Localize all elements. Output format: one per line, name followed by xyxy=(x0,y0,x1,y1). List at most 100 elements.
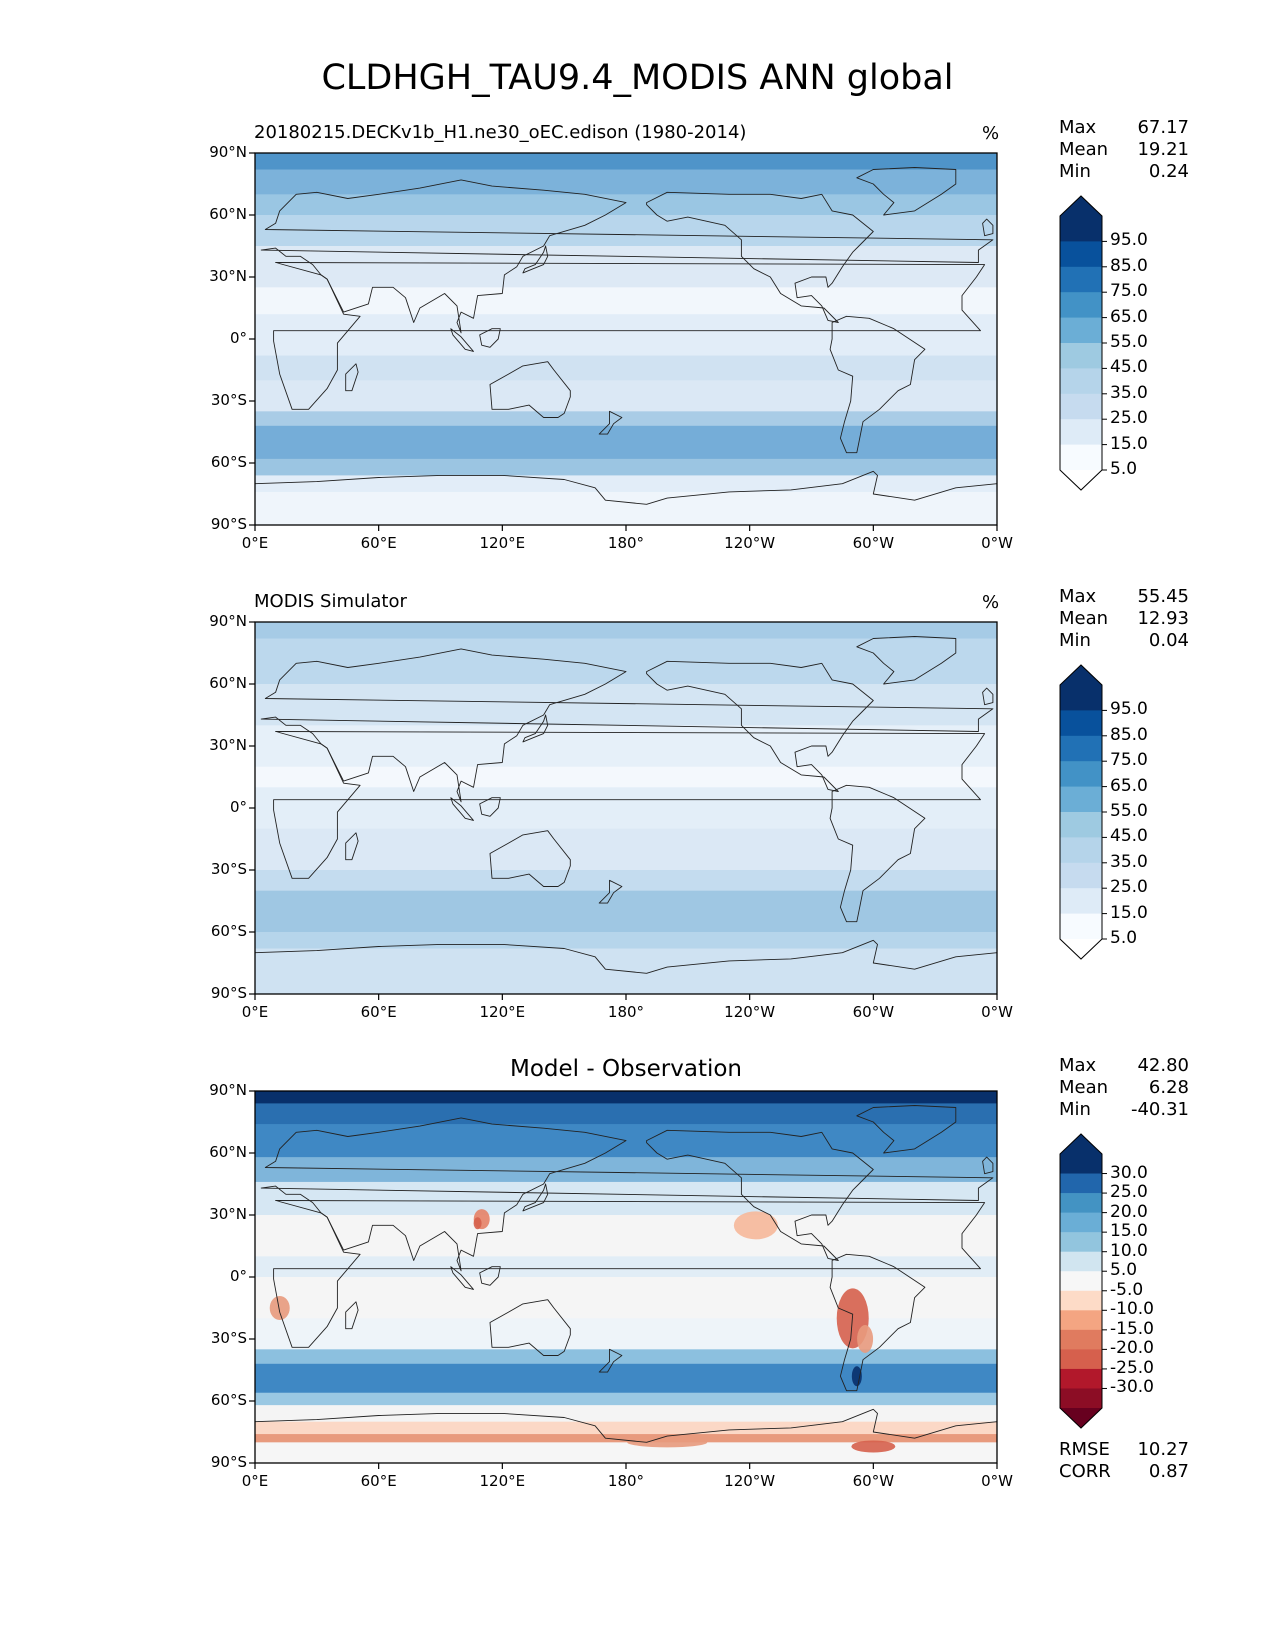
colorbar-panel-1 xyxy=(1059,195,1107,491)
stat-mean: Mean 12.93 xyxy=(1059,608,1189,629)
field-band xyxy=(255,1157,997,1183)
lat-tick-label: 30°S xyxy=(210,1329,247,1347)
lon-tick-label: 60°E xyxy=(360,1003,397,1021)
colorbar-label: -30.0 xyxy=(1110,1377,1154,1398)
lat-tick-label: 90°S xyxy=(210,515,247,533)
lon-tick-label: 60°W xyxy=(852,534,895,552)
colorbar-label: 5.0 xyxy=(1110,928,1138,948)
coastline xyxy=(345,363,359,392)
colorbar-label: 95.0 xyxy=(1110,230,1148,251)
coastline xyxy=(646,660,874,792)
panel-3-title: Model - Observation xyxy=(509,1056,743,1082)
lat-tick-label: 60°N xyxy=(209,674,247,692)
colorbar-swatch xyxy=(1060,837,1102,864)
panel-3-error-stats: RMSE 10.27 CORR 0.87 xyxy=(1059,1439,1189,1483)
lon-tick-label: 60°E xyxy=(360,534,397,552)
lat-tick-label: 60°N xyxy=(209,205,247,223)
colorbar-swatch xyxy=(1060,1232,1102,1253)
coastline xyxy=(345,1301,359,1330)
coastline xyxy=(479,1266,501,1286)
lon-tick-label: 180° xyxy=(607,534,645,552)
lat-tick-label: 30°S xyxy=(210,860,247,878)
lat-tick-label: 30°N xyxy=(209,267,247,285)
colorbar-swatch xyxy=(1060,1271,1102,1292)
colorbar-swatch xyxy=(1060,735,1102,762)
lon-tick-label: 120°E xyxy=(479,1472,526,1490)
colorbar-label: 10.0 xyxy=(1110,1240,1148,1261)
panel-3-stats: Max 42.80 Mean 6.28 Min -40.31 xyxy=(1059,1055,1189,1121)
coastline xyxy=(646,191,874,323)
lon-tick-label: 180° xyxy=(607,1472,645,1490)
field-band xyxy=(255,890,997,933)
colorbar-swatch xyxy=(1060,419,1102,445)
coastline xyxy=(856,1105,957,1154)
colorbar-swatch xyxy=(1060,710,1102,737)
colorbar-label: 15.0 xyxy=(1110,1221,1148,1242)
colorbar-swatch xyxy=(1060,1290,1102,1311)
field-band xyxy=(255,380,997,412)
colorbar-panel-3 xyxy=(1059,1133,1107,1429)
lon-tick-label: 0°W xyxy=(981,534,1013,552)
colorbar-extend-top xyxy=(1060,1134,1102,1154)
coastline xyxy=(255,939,997,994)
lon-tick-label: 60°E xyxy=(360,1472,397,1490)
stat-corr: CORR 0.87 xyxy=(1059,1461,1189,1482)
coastline xyxy=(982,1156,994,1175)
stat-min: Min 0.04 xyxy=(1059,630,1189,651)
field-band xyxy=(255,1363,997,1394)
panel-2-stats: Max 55.45 Mean 12.93 Min 0.04 xyxy=(1059,586,1189,652)
colorbar-swatch xyxy=(1060,862,1102,889)
colorbar-label: 25.0 xyxy=(1110,877,1148,898)
colorbar-label: 45.0 xyxy=(1110,826,1148,847)
field-band xyxy=(255,169,997,195)
lon-tick-label: 0°W xyxy=(981,1003,1013,1021)
lat-tick-label: 0° xyxy=(229,798,247,816)
field-band xyxy=(255,828,997,871)
field-band xyxy=(255,870,997,892)
anomaly-patch xyxy=(857,1325,874,1353)
colorbar-label: 55.0 xyxy=(1110,801,1148,821)
colorbar-swatch xyxy=(1060,888,1102,914)
field-band xyxy=(255,491,997,525)
lon-tick-label: 60°W xyxy=(852,1003,895,1021)
colorbar-extend-top xyxy=(1060,665,1102,685)
field-band xyxy=(255,1091,997,1104)
colorbar-swatch xyxy=(1060,1212,1102,1233)
colorbar-swatch xyxy=(1060,786,1102,813)
field-band xyxy=(255,1318,997,1350)
colorbar-swatch xyxy=(1060,444,1102,471)
field-band xyxy=(255,1103,997,1125)
field-band xyxy=(255,475,997,493)
colorbar-label: 25.0 xyxy=(1110,408,1148,429)
coastline xyxy=(450,1266,474,1290)
field-band xyxy=(255,1277,997,1319)
anomaly-patch xyxy=(851,1366,862,1387)
field-band xyxy=(255,1405,997,1423)
field-band xyxy=(255,458,997,476)
field-band xyxy=(255,1442,997,1463)
field-band xyxy=(255,355,997,381)
colorbar-swatch xyxy=(1060,685,1102,711)
field-band xyxy=(255,194,997,216)
colorbar-label: -25.0 xyxy=(1110,1357,1154,1378)
colorbar-extend-top xyxy=(1060,196,1102,216)
colorbar-label: 45.0 xyxy=(1110,357,1148,378)
coastline xyxy=(598,1348,623,1373)
stat-mean: Mean 19.21 xyxy=(1059,139,1189,160)
colorbar-swatch xyxy=(1060,812,1102,838)
lat-tick-label: 30°N xyxy=(209,736,247,754)
coastline xyxy=(489,830,571,887)
lon-tick-label: 0°W xyxy=(981,1472,1013,1490)
field-band xyxy=(255,246,997,288)
colorbar-extend-bottom xyxy=(1060,939,1102,959)
anomaly-patch xyxy=(627,1437,708,1448)
colorbar-outline xyxy=(1059,1133,1103,1429)
colorbar-label: 65.0 xyxy=(1110,306,1148,327)
colorbar-label: 5.0 xyxy=(1110,459,1138,479)
colorbar-swatch xyxy=(1060,393,1102,420)
colorbar-label: 95.0 xyxy=(1110,699,1148,720)
lat-tick-label: 30°N xyxy=(209,1205,247,1223)
coastline xyxy=(450,328,474,352)
panel-2-units: % xyxy=(982,592,1000,613)
